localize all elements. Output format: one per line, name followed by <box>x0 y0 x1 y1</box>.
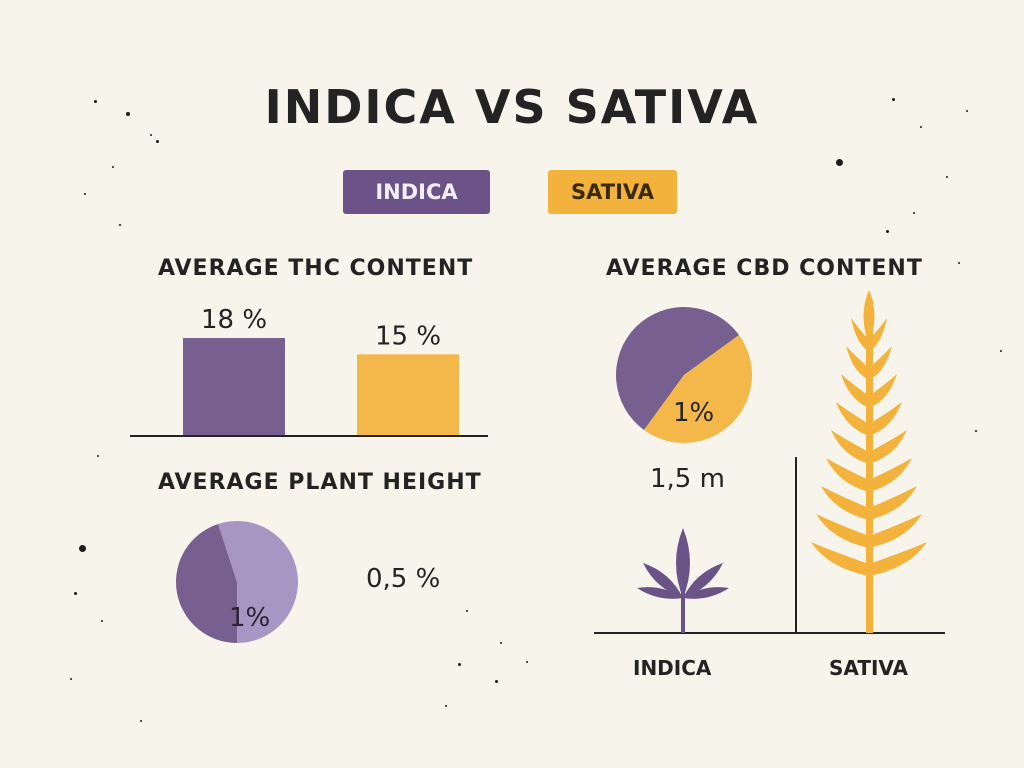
legend-indica-label: INDICA <box>375 180 458 204</box>
cbd-pie-slice-1 <box>644 335 752 444</box>
height-pie-slice-0 <box>176 523 237 643</box>
legend-sativa: SATIVA <box>548 170 677 214</box>
height-side-label: 0,5 % <box>366 564 441 594</box>
cbd-pie-slice-0 <box>615 307 740 431</box>
thc-bar-indica <box>183 338 285 436</box>
indica-plant-icon <box>637 528 729 633</box>
thc-bar-sativa <box>357 354 459 436</box>
height-pie-annotation: 1% <box>229 603 271 633</box>
sativa-plant-icon <box>811 290 927 633</box>
thc-data-label-indica: 18 % <box>201 305 267 335</box>
height-pie-slice-1 <box>218 520 299 643</box>
cbd-annotation: 1% <box>673 398 715 428</box>
plant-height-annotation: 1,5 m <box>650 464 725 494</box>
indica-axis-label: INDICA <box>633 656 712 680</box>
legend-indica: INDICA <box>343 170 490 214</box>
sativa-axis-label: SATIVA <box>829 656 909 680</box>
page-title: INDICA VS SATIVA <box>264 80 760 134</box>
thc-data-label-sativa: 15 % <box>375 321 441 351</box>
cbd-chart-title: AVERAGE CBD CONTENT <box>606 256 923 281</box>
thc-chart-title: AVERAGE THC CONTENT <box>158 256 474 281</box>
legend-sativa-label: SATIVA <box>571 180 654 204</box>
height-chart-title: AVERAGE PLANT HEIGHT <box>158 470 482 495</box>
